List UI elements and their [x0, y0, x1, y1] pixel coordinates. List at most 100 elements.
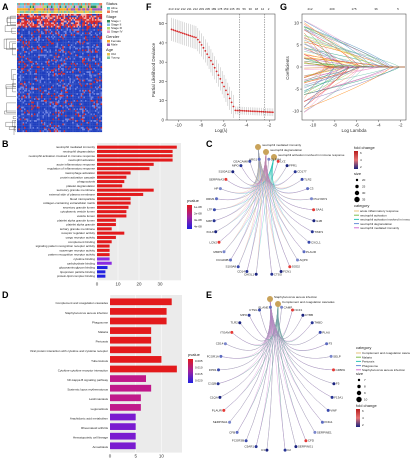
heatmap-cell: [58, 67, 60, 70]
heatmap-cell: [68, 30, 70, 33]
heatmap-cell: [68, 46, 70, 48]
heatmap-cell: [59, 32, 62, 35]
heatmap-cell: [36, 40, 39, 43]
heatmap-cell: [99, 35, 101, 38]
heatmap-cell: [100, 118, 103, 121]
heatmap-cell: [32, 93, 35, 96]
heatmap-cell: [55, 113, 57, 116]
heatmap-cell: [77, 20, 80, 23]
heatmap-cell: [42, 74, 45, 77]
heatmap-cell: [43, 47, 46, 50]
heatmap-cell: [59, 14, 62, 16]
heatmap-cell: [65, 14, 67, 16]
heatmap-cell: [93, 25, 96, 28]
annotation-cell: [68, 8, 70, 11]
gene-label: SERPINA3: [209, 177, 224, 181]
heatmap-cell: [66, 110, 69, 112]
heatmap-cell: [94, 46, 97, 48]
heatmap-cell: [45, 91, 47, 94]
bar: [97, 180, 125, 184]
heatmap-cell: [42, 42, 45, 45]
heatmap-cell: [31, 78, 33, 80]
heatmap-cell: [72, 106, 74, 109]
heatmap-cell: [60, 59, 63, 62]
heatmap-cell: [100, 98, 103, 101]
heatmap-cell: [34, 118, 36, 121]
x-tick-label: -10: [175, 123, 182, 128]
heatmap-cell: [32, 88, 35, 90]
heatmap-cell: [42, 40, 45, 43]
heatmap-cell: [83, 56, 86, 58]
heatmap-cell: [18, 20, 20, 23]
heatmap-cell: [99, 25, 101, 28]
heatmap-cell: [89, 24, 91, 26]
gene-node: [214, 230, 218, 234]
heatmap-cell: [63, 113, 66, 116]
heatmap-cell: [75, 121, 77, 124]
heatmap-cell: [87, 81, 90, 84]
heatmap-cell: [55, 51, 57, 53]
heatmap-cell: [80, 17, 83, 20]
heatmap-cell: [86, 96, 88, 99]
heatmap-cell: [85, 130, 87, 133]
heatmap-cell: [56, 84, 59, 87]
heatmap-cell: [97, 61, 100, 63]
heatmap-cell: [66, 27, 69, 30]
heatmap-cell: [96, 106, 98, 109]
heatmap-cell: [65, 103, 67, 106]
heatmap-cell: [75, 52, 77, 55]
heatmap-cell: [43, 22, 46, 25]
heatmap-cell: [80, 101, 83, 104]
heatmap-cell: [63, 25, 66, 28]
bar: [97, 270, 106, 274]
heatmap-cell: [29, 115, 32, 117]
heatmap-cell: [76, 46, 79, 48]
heatmap-cell: [77, 74, 80, 77]
heatmap-cell: [62, 86, 64, 89]
heatmap-cell: [28, 125, 30, 128]
go-barplot-panel: 0 10 20 30 neutrophil mediated immunity neutr…: [0, 137, 206, 289]
category-node: [263, 149, 269, 155]
heatmap-cell: [69, 39, 71, 42]
heatmap-cell: [93, 73, 96, 75]
heatmap-cell: [68, 40, 70, 43]
heatmap-cell: [24, 115, 26, 117]
heatmap-cell: [45, 106, 47, 109]
heatmap-cell: [18, 120, 20, 122]
heatmap-cell: [66, 81, 69, 84]
heatmap-cell: [39, 19, 42, 21]
heatmap-cell: [97, 24, 100, 26]
heatmap-cell: [41, 111, 43, 114]
heatmap-cell: [73, 89, 76, 92]
heatmap-cell: [29, 108, 32, 111]
heatmap-cell: [56, 111, 59, 114]
heatmap-cell: [46, 67, 49, 70]
heatmap-cell: [55, 120, 57, 122]
heatmap-cell: [49, 74, 52, 77]
cnet-edge: [246, 151, 267, 272]
heatmap-cell: [22, 71, 25, 74]
heatmap-cell: [45, 42, 47, 45]
heatmap-cell: [85, 27, 87, 30]
heatmap-cell: [76, 121, 79, 124]
heatmap-cell: [35, 130, 37, 133]
heatmap-cell: [69, 40, 71, 43]
heatmap-cell: [46, 39, 49, 42]
heatmap-cell: [35, 101, 37, 104]
heatmap-cell: [75, 113, 77, 116]
heatmap-cell: [45, 66, 47, 69]
heatmap-cell: [92, 42, 94, 45]
heatmap-cell: [21, 56, 23, 58]
heatmap-cell: [49, 111, 52, 114]
heatmap-cell: [94, 78, 97, 80]
heatmap-cell: [79, 67, 81, 70]
heatmap-cell: [93, 32, 96, 35]
heatmap-cell: [69, 44, 71, 47]
cv-point: [221, 81, 224, 84]
heatmap-cell: [38, 106, 40, 109]
annotation-cell: [60, 10, 63, 14]
annotation-cell: [45, 10, 47, 14]
heatmap-cell: [73, 126, 76, 129]
heatmap-cell: [79, 121, 81, 124]
heatmap-cell: [49, 116, 52, 119]
